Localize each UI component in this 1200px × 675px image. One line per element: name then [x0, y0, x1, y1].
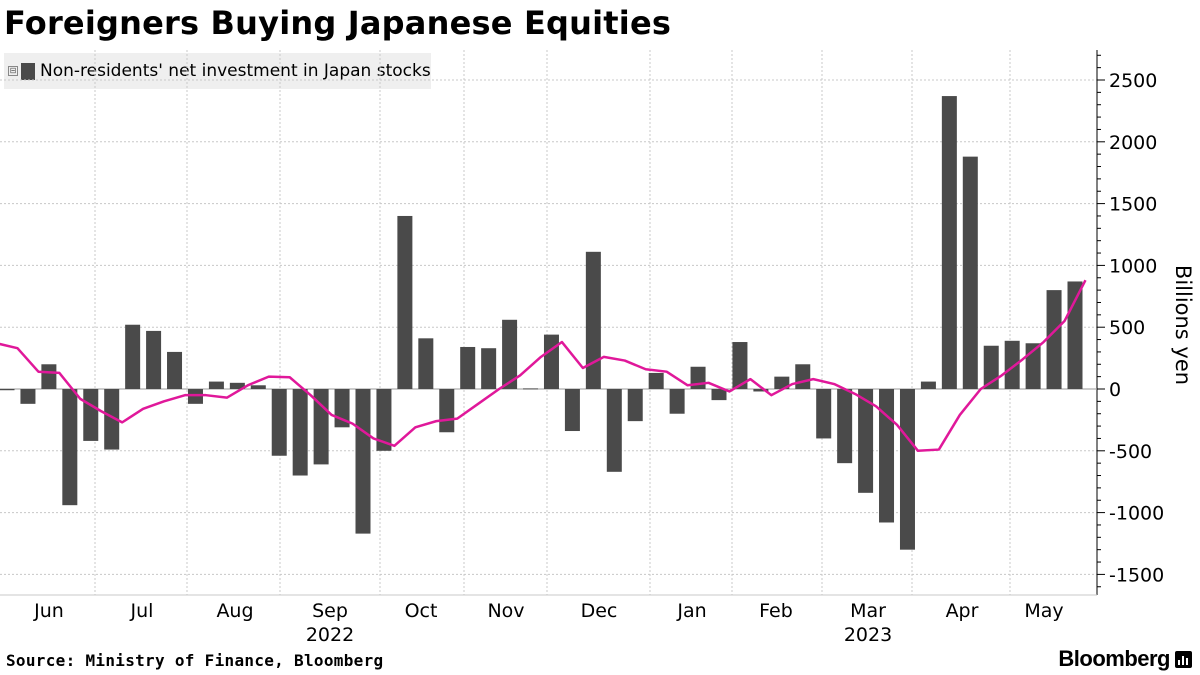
bar[interactable] [1067, 281, 1083, 389]
bar[interactable] [585, 251, 601, 389]
bar[interactable] [648, 372, 664, 389]
bar[interactable] [20, 389, 36, 404]
x-tick-label: Sep [312, 600, 348, 622]
bar[interactable] [502, 319, 518, 389]
y-tick-label: 1500 [1109, 194, 1157, 216]
x-tick-label: Dec [581, 600, 618, 622]
bar[interactable] [837, 389, 853, 464]
bar[interactable] [271, 389, 287, 456]
bloomberg-icon [1175, 651, 1192, 668]
x-tick-label: Jul [130, 600, 154, 622]
bar[interactable] [104, 389, 120, 450]
y-tick-label: -1500 [1109, 564, 1164, 586]
x-tick-label: Apr [946, 600, 979, 622]
bar[interactable] [83, 389, 99, 441]
bar[interactable] [941, 96, 957, 390]
x-tick-label: Oct [405, 600, 438, 622]
bar[interactable] [983, 345, 999, 389]
x-year-label: 2023 [844, 624, 892, 646]
y-tick-label: 1000 [1109, 255, 1157, 277]
source-note: Source: Ministry of Finance, Bloomberg [6, 651, 384, 670]
bar[interactable] [229, 382, 245, 389]
bar[interactable] [41, 364, 57, 389]
x-tick-label: Jan [676, 600, 706, 622]
bar[interactable] [795, 364, 811, 389]
bar[interactable] [858, 389, 874, 493]
bar[interactable] [1004, 340, 1020, 389]
bar[interactable] [879, 389, 895, 523]
moving-average-line[interactable] [0, 279, 1087, 453]
y-tick-label: -500 [1109, 441, 1152, 463]
bar[interactable] [1046, 290, 1062, 389]
y-tick-label: -1000 [1109, 503, 1164, 525]
bar[interactable] [376, 389, 392, 451]
bar[interactable] [711, 389, 727, 401]
x-tick-label: May [1024, 600, 1063, 622]
x-year-label: 2022 [306, 624, 354, 646]
bar[interactable] [0, 389, 15, 391]
bar[interactable] [418, 338, 434, 389]
x-tick-label: Jun [33, 600, 64, 622]
bar[interactable] [543, 334, 559, 389]
y-tick-label: 500 [1109, 317, 1145, 339]
bar[interactable] [920, 381, 936, 389]
bar[interactable] [606, 389, 622, 472]
bar[interactable] [125, 324, 141, 389]
x-tick-label: Nov [487, 600, 524, 622]
bar[interactable] [627, 389, 643, 422]
bar[interactable] [292, 389, 308, 476]
y-axis-title-text: Billions yen [1171, 264, 1195, 385]
bar[interactable] [753, 389, 769, 392]
y-tick-label: 2000 [1109, 132, 1157, 154]
bar[interactable] [460, 346, 476, 389]
y-axis-title: Billions yen [1168, 252, 1198, 397]
bar[interactable] [669, 389, 685, 414]
bar[interactable] [355, 389, 371, 534]
bar[interactable] [208, 381, 224, 389]
bar[interactable] [250, 385, 266, 389]
bar[interactable] [564, 389, 580, 432]
y-tick-label: 0 [1109, 379, 1121, 401]
bar[interactable] [481, 348, 497, 389]
x-tick-label: Feb [759, 600, 793, 622]
chart-title: Foreigners Buying Japanese Equities [4, 4, 672, 42]
bar[interactable] [146, 330, 162, 389]
legend-toggle-icon[interactable]: ⊟ [8, 66, 18, 76]
bar[interactable] [962, 156, 978, 389]
y-tick-label: 2500 [1109, 70, 1157, 92]
bar[interactable] [439, 389, 455, 433]
legend-label: Non-residents' net investment in Japan s… [40, 61, 431, 81]
legend-swatch [21, 62, 35, 80]
bar[interactable] [899, 389, 915, 550]
x-tick-label: Aug [216, 600, 253, 622]
bar[interactable] [816, 389, 832, 439]
bar[interactable] [774, 376, 790, 389]
bar[interactable] [732, 342, 748, 389]
bar[interactable] [397, 215, 413, 389]
bar[interactable] [523, 388, 539, 390]
bar[interactable] [62, 389, 78, 506]
bar[interactable] [167, 351, 183, 389]
legend: ⊟ Non-residents' net investment in Japan… [4, 53, 431, 89]
x-tick-label: Mar [850, 600, 886, 622]
brand-logo: Bloomberg [1058, 646, 1170, 671]
